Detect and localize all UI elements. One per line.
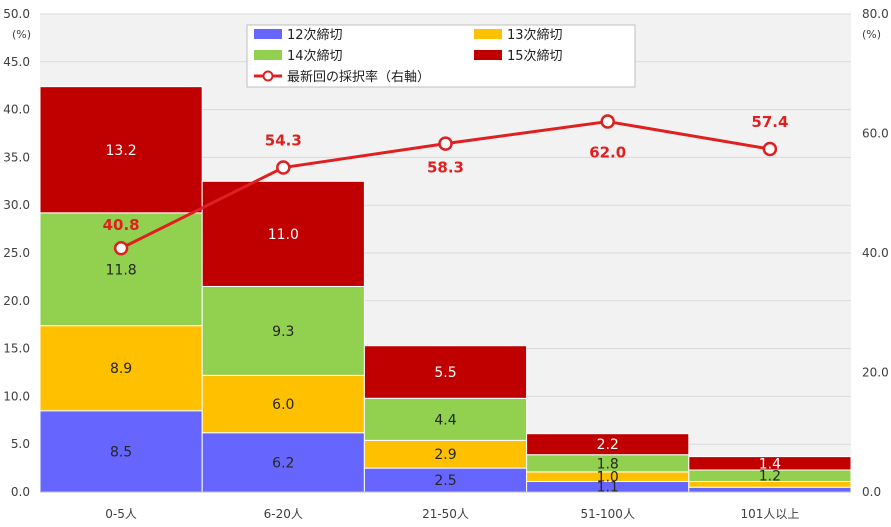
segment-value-label: 1.8 [597, 456, 619, 472]
y-right-tick-label: 60.0 [862, 127, 889, 141]
segment-value-label: 8.9 [110, 361, 132, 377]
segment-value-label: 9.3 [272, 324, 294, 340]
y-left-tick-label: 40.0 [3, 103, 30, 117]
bar-segment [201, 180, 365, 287]
bar-segment [363, 439, 528, 469]
bar-segment [201, 374, 365, 434]
y-right-tick-label: 0.0 [862, 485, 881, 499]
bar-segment [688, 486, 852, 493]
y-left-tick-label: 50.0 [3, 7, 30, 21]
y-right-tick-label: 40.0 [862, 246, 889, 260]
y-left-tick-label: 15.0 [3, 342, 30, 356]
segment-value-label: 1.2 [759, 469, 781, 485]
legend-swatch [474, 50, 502, 60]
segment-value-label: 13.2 [106, 143, 137, 159]
rate-value-label: 54.3 [265, 132, 302, 150]
bar-series [39, 86, 852, 493]
segment-value-label: 6.2 [272, 455, 294, 471]
y-left-tick-label: 0.0 [11, 485, 30, 499]
legend-label: 13次締切 [507, 27, 563, 43]
legend-label: 最新回の採択率（右軸） [287, 69, 430, 85]
y-left-tick-label: 5.0 [11, 437, 30, 451]
category-label: 21-50人 [422, 507, 469, 521]
y-left-tick-label: 45.0 [3, 55, 30, 69]
segment-value-label: 11.0 [268, 227, 299, 243]
segment-value-label: 11.8 [106, 262, 137, 278]
y-left-tick-label: 30.0 [3, 198, 30, 212]
axes: 0.0 5.0 10.0 15.0 20.0 25.0 30.0 35.0 40.0 45.0 50… [3, 7, 888, 521]
rate-labels: 40.8 54.3 58.3 62.0 57.4 [103, 113, 789, 234]
y-right-tick-label: 80.0 [862, 7, 889, 21]
bar-segment [363, 397, 528, 441]
rate-point [600, 114, 615, 129]
legend-label: 12次締切 [287, 27, 343, 43]
segment-value-label: 4.4 [434, 412, 456, 428]
bar-segment [363, 345, 528, 399]
y-left-tick-label: 20.0 [3, 294, 30, 308]
legend-line-marker [262, 70, 274, 82]
segment-value-label: 2.5 [434, 473, 456, 489]
y-left-tick-label: 35.0 [3, 150, 30, 164]
rate-value-label: 40.8 [103, 216, 140, 234]
rate-value-label: 57.4 [751, 113, 788, 131]
segment-value-label: 2.9 [434, 447, 456, 463]
category-label: 51-100人 [580, 507, 635, 521]
rate-line-series [113, 114, 778, 256]
bar-segment [39, 86, 203, 214]
rate-value-label: 62.0 [589, 144, 626, 162]
y-right-tick-label: 20.0 [862, 366, 889, 380]
rate-point [276, 160, 291, 175]
bar-segment [39, 212, 203, 327]
rate-value-label: 58.3 [427, 159, 464, 177]
bar-segment [526, 433, 690, 456]
category-label: 0-5人 [105, 507, 137, 521]
segment-value-label: 5.5 [434, 365, 456, 381]
rate-point [762, 141, 778, 157]
segment-value-label: 8.5 [110, 444, 132, 460]
legend-box [246, 24, 636, 88]
segment-value-label: 1.0 [597, 470, 619, 486]
legend-swatch [254, 29, 282, 39]
legend-swatch [474, 29, 502, 39]
rate-point [438, 136, 453, 151]
category-label: 6-20人 [264, 507, 303, 521]
segment-value-label: 2.2 [597, 437, 619, 453]
category-label: 101人以上 [740, 507, 799, 521]
y-left-tick-label: 25.0 [3, 246, 30, 260]
segment-value-label: 1.4 [759, 456, 781, 472]
legend-label: 14次締切 [287, 48, 343, 64]
bar-segment [688, 456, 852, 471]
segment-value-label: 6.0 [272, 397, 294, 413]
y-right-unit: (%) [862, 28, 881, 41]
y-left-unit: (%) [12, 28, 31, 41]
y-left-tick-label: 10.0 [3, 389, 30, 403]
legend-label: 15次締切 [507, 48, 563, 64]
rate-point [113, 240, 129, 256]
legend-swatch [254, 50, 282, 60]
bar-segment [201, 285, 365, 376]
bar-segment [201, 432, 365, 493]
